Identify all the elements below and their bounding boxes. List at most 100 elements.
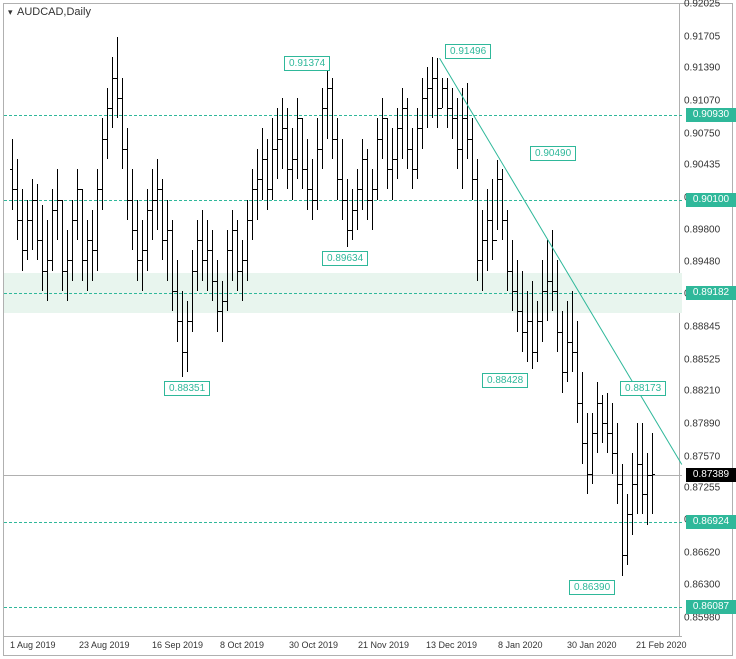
candle-open-tick [530,321,532,322]
candle [627,494,628,565]
y-tick-label: 0.85980 [684,613,720,624]
candle-open-tick [40,240,42,241]
candle [582,372,583,463]
candle [102,118,103,209]
candle-open-tick [595,433,597,434]
candle-open-tick [30,220,32,221]
candle-open-tick [445,88,447,89]
level-price-label: 0.90930 [686,108,736,122]
candle [607,393,608,454]
candle [132,169,133,250]
candle-open-tick [220,311,222,312]
candle [22,189,23,270]
candle [182,291,183,377]
candle-open-tick [510,271,512,272]
candle [542,260,543,341]
candle [87,220,88,291]
candle [317,118,318,209]
candle [532,281,533,370]
candle [407,98,408,169]
candle-open-tick [230,250,232,251]
candle [537,301,538,362]
price-tag: 0.88173 [620,381,666,396]
candle [647,453,648,524]
horizontal-level-line [4,607,682,608]
candle [422,78,423,149]
candle-open-tick [535,352,537,353]
candle-open-tick [130,200,132,201]
candle-open-tick [475,179,477,180]
price-tag: 0.86390 [569,580,615,595]
candle-open-tick [515,291,517,292]
candle [97,169,98,271]
candle-open-tick [635,484,637,485]
candle-open-tick [540,321,542,322]
candle [357,169,358,230]
candle-open-tick [450,108,452,109]
candle-open-tick [585,443,587,444]
candle [447,78,448,129]
candle [127,128,128,219]
chart-container: ▾ AUDCAD,Daily 0.909300.901000.891820.86… [0,0,736,659]
candle-open-tick [85,260,87,261]
candle-open-tick [415,169,417,170]
candle [592,413,593,484]
plot-area[interactable]: 0.909300.901000.891820.869240.860870.873… [4,4,682,636]
candle [302,118,303,189]
candle [212,230,213,301]
candle-open-tick [105,139,107,140]
candle [62,200,63,291]
candle [107,88,108,159]
candle [347,179,348,247]
candle [497,160,498,230]
candle [502,169,503,240]
horizontal-level-line [4,115,682,116]
candle-open-tick [140,260,142,261]
candle [252,169,253,240]
candle-open-tick [545,291,547,292]
x-axis: 1 Aug 201923 Aug 201916 Sep 20198 Oct 20… [4,636,682,655]
candle-open-tick [20,220,22,221]
candle-open-tick [300,118,302,119]
candle-open-tick [505,220,507,221]
y-tick-label: 0.88210 [684,386,720,397]
candle [462,88,463,190]
y-tick-label: 0.87890 [684,418,720,429]
candle-open-tick [435,78,437,79]
candle-open-tick [360,189,362,190]
candle [122,78,123,169]
candle [382,98,383,159]
chart-title-text: AUDCAD,Daily [17,6,91,18]
candle [137,200,138,281]
candle-open-tick [495,240,497,241]
candle [342,139,343,220]
candle [637,423,638,514]
candle [402,88,403,159]
candle-open-tick [600,403,602,404]
price-tag: 0.90490 [530,146,576,161]
candle-open-tick [575,352,577,353]
x-tick-label: 30 Oct 2019 [289,640,338,650]
candle [162,179,163,260]
candle-open-tick [115,78,117,79]
candle-open-tick [255,189,257,190]
candle-open-tick [550,281,552,282]
candle-open-tick [205,260,207,261]
candle-open-tick [645,494,647,495]
price-tag: 0.88428 [482,373,528,388]
candle [517,260,518,331]
candle [152,169,153,240]
candle [247,200,248,281]
candle-open-tick [170,230,172,231]
candle [452,88,453,139]
candle-open-tick [195,271,197,272]
candle [217,260,218,331]
candle-open-tick [630,514,632,515]
y-tick-label: 0.86300 [684,580,720,591]
candle-open-tick [290,169,292,170]
candle [577,321,578,423]
candle-open-tick [330,88,332,89]
y-tick-label: 0.90435 [684,160,720,171]
candle [262,128,263,199]
candle-open-tick [25,250,27,251]
